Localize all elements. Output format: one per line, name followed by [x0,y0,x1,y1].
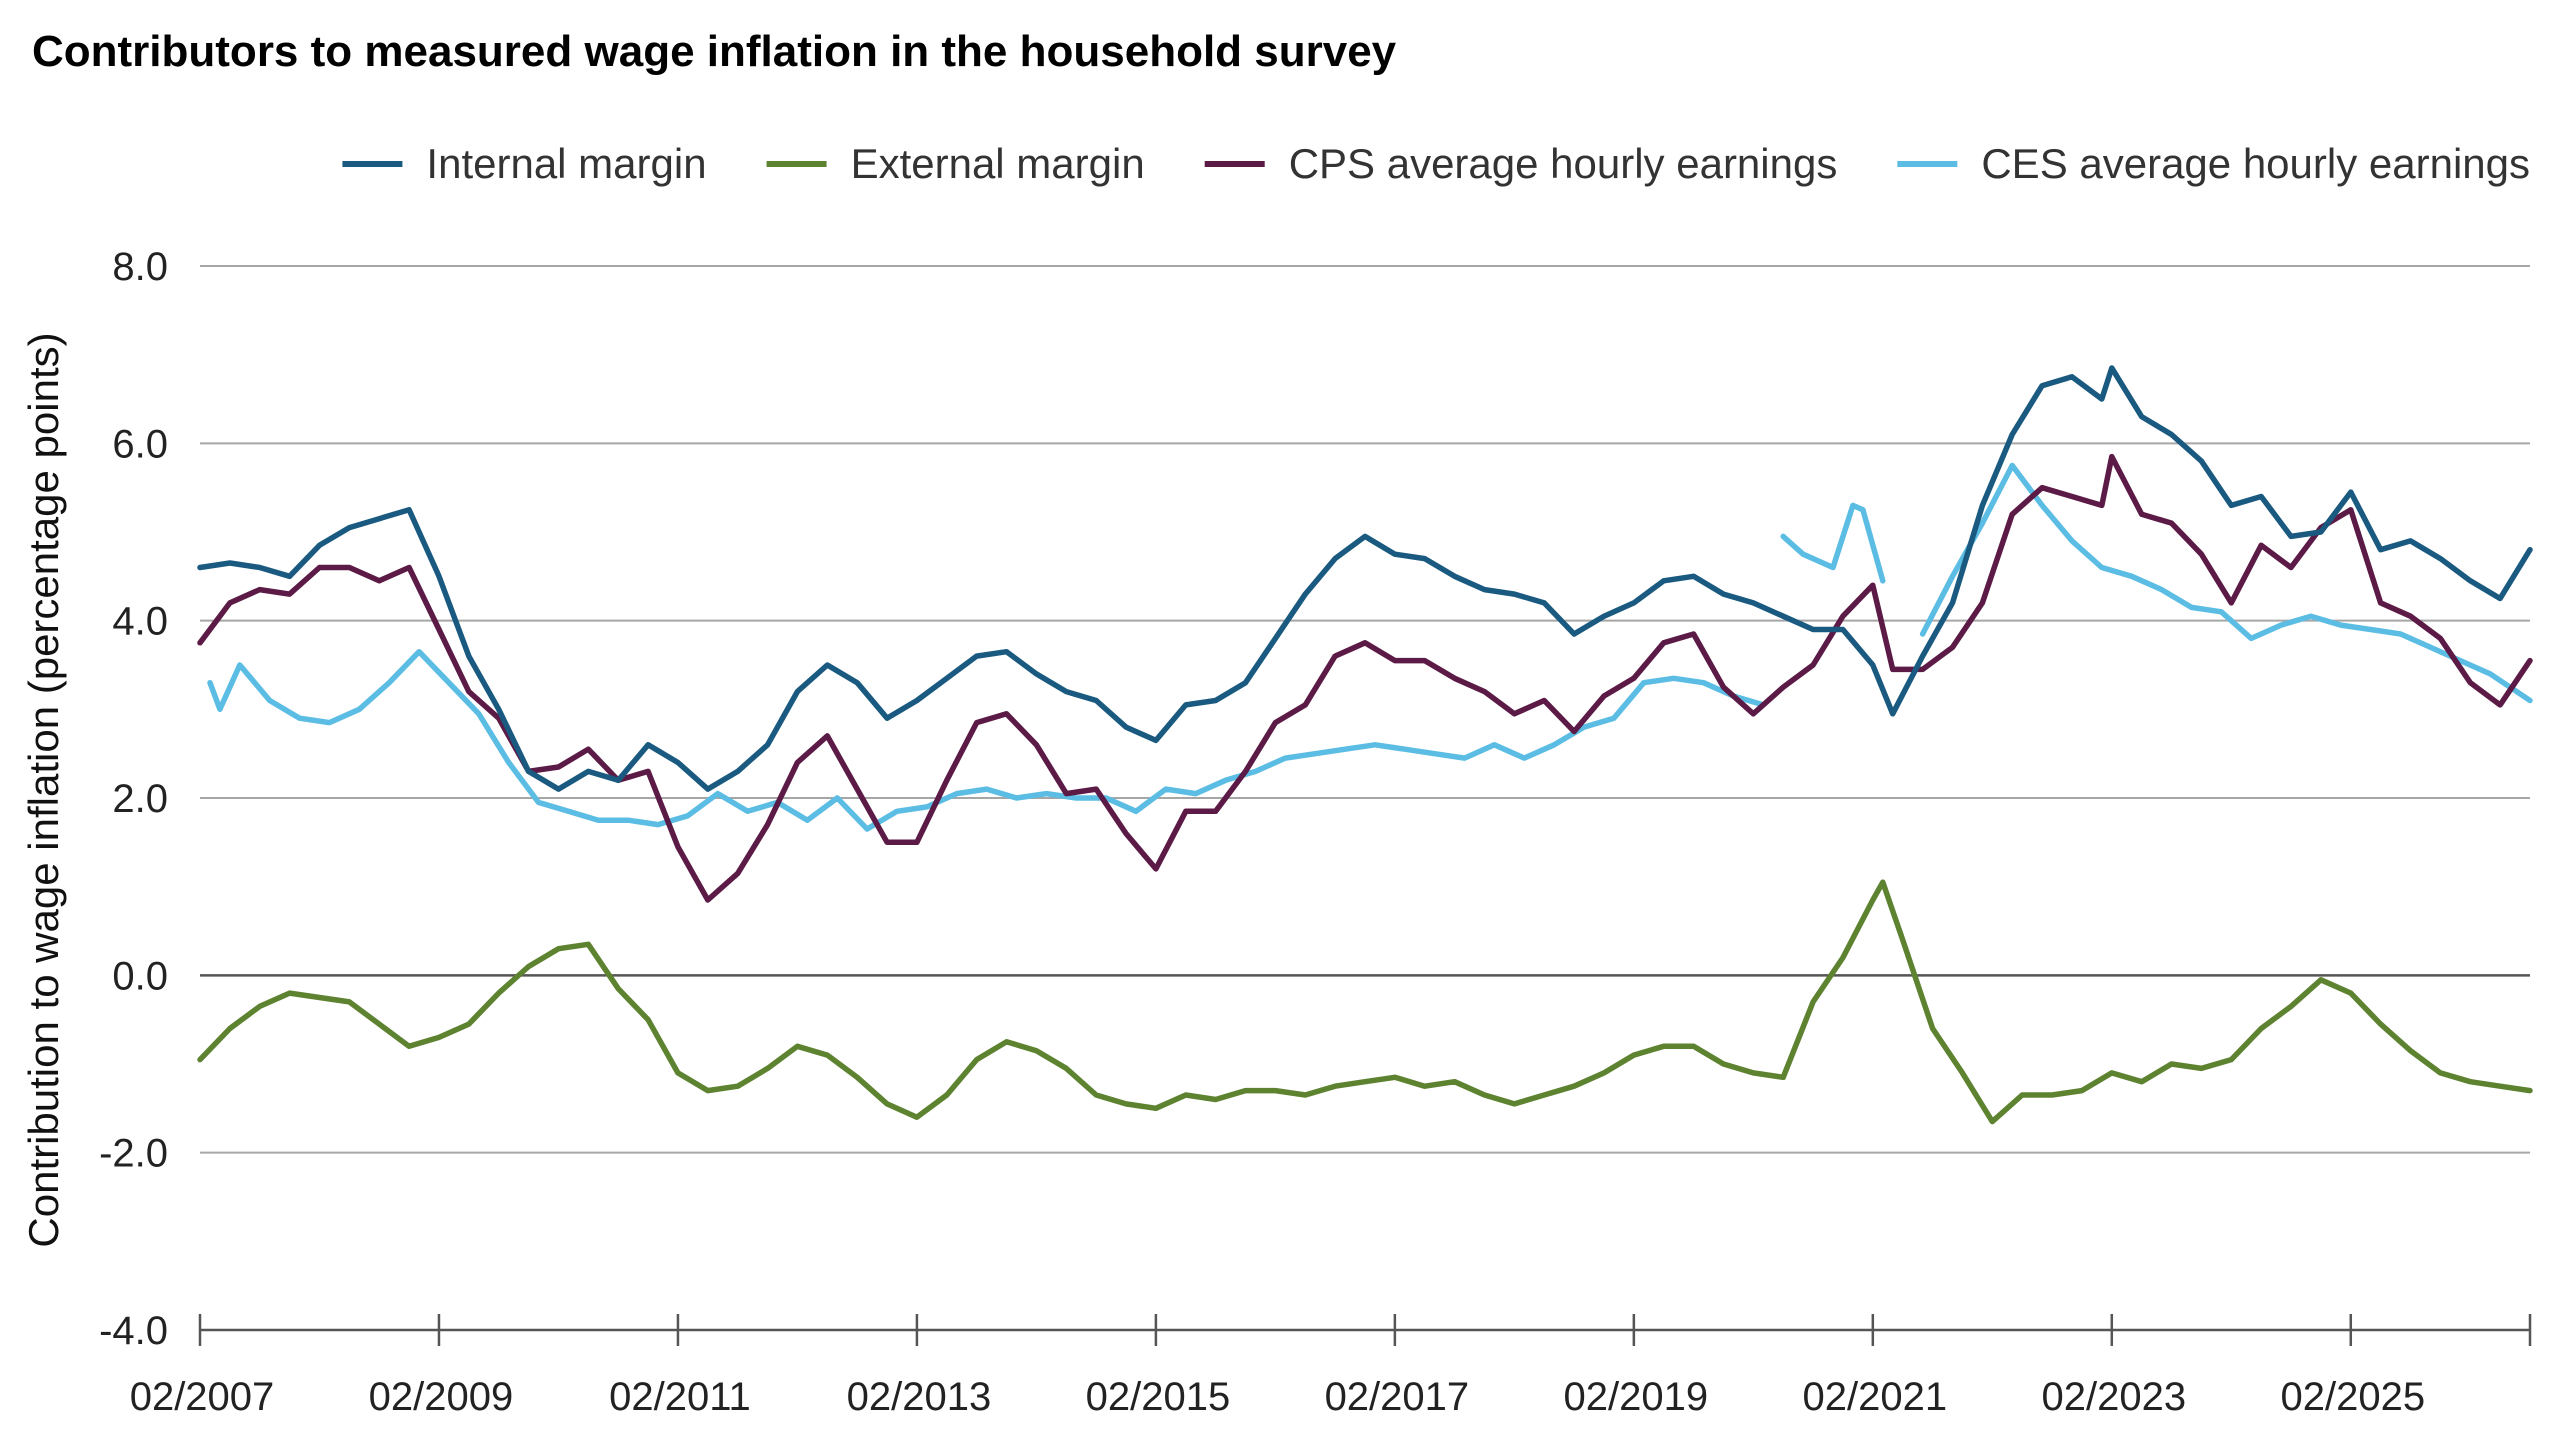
y-tick-label: 6.0 [112,422,168,466]
x-tick-label: 02/2011 [609,1375,751,1419]
x-tick-label: 02/2017 [1325,1375,1470,1419]
y-tick-label: 2.0 [112,777,168,821]
x-tick-label: 02/2021 [1803,1375,1948,1419]
series-layer [197,365,2533,1125]
x-tick-label: 02/2025 [2280,1375,2425,1419]
y-axis: 8.0 6.0 4.0 2.0 0.0 -2.0 -4.0 [99,245,168,1353]
legend-label-cps-average-hourly-earnings: CPS average hourly earnings [1289,140,1838,187]
chart-title: Contributors to measured wage inflation … [32,27,1397,76]
ces-average-hourly-earnings-line [1919,462,2533,704]
y-tick-label: -2.0 [99,1132,168,1176]
y-tick-label: 0.0 [112,954,168,998]
x-tick-label: 02/2013 [847,1375,992,1419]
x-tick-label: 02/2009 [369,1375,514,1419]
ces-average-hourly-earnings-line [207,648,1767,832]
legend-label-internal-margin: Internal margin [426,140,706,187]
internal-margin-line [197,365,2533,792]
legend-label-ces-average-hourly-earnings: CES average hourly earnings [1981,140,2530,187]
y-tick-label: -4.0 [99,1309,168,1353]
y-tick-label: 8.0 [112,245,168,289]
gridlines [200,265,2530,1154]
x-tick-label: 02/2023 [2041,1375,2186,1419]
cps-average-hourly-earnings-line [197,453,2533,903]
x-tick-label: 02/2019 [1564,1375,1709,1419]
legend: Internal margin External margin CPS averag… [342,140,2530,187]
y-axis-title: Contribution to wage inflation (percenta… [20,332,67,1247]
x-tick-label: 02/2007 [130,1375,275,1419]
legend-label-external-margin: External margin [851,140,1145,187]
external-margin-line [197,879,2533,1125]
y-tick-label: 4.0 [112,600,168,644]
x-axis: 02/2007 02/2009 02/2011 02/2013 02/2015 02/20… [130,1314,2532,1419]
x-tick-label: 02/2015 [1086,1375,1231,1419]
ces-average-hourly-earnings-line [1780,502,1886,584]
